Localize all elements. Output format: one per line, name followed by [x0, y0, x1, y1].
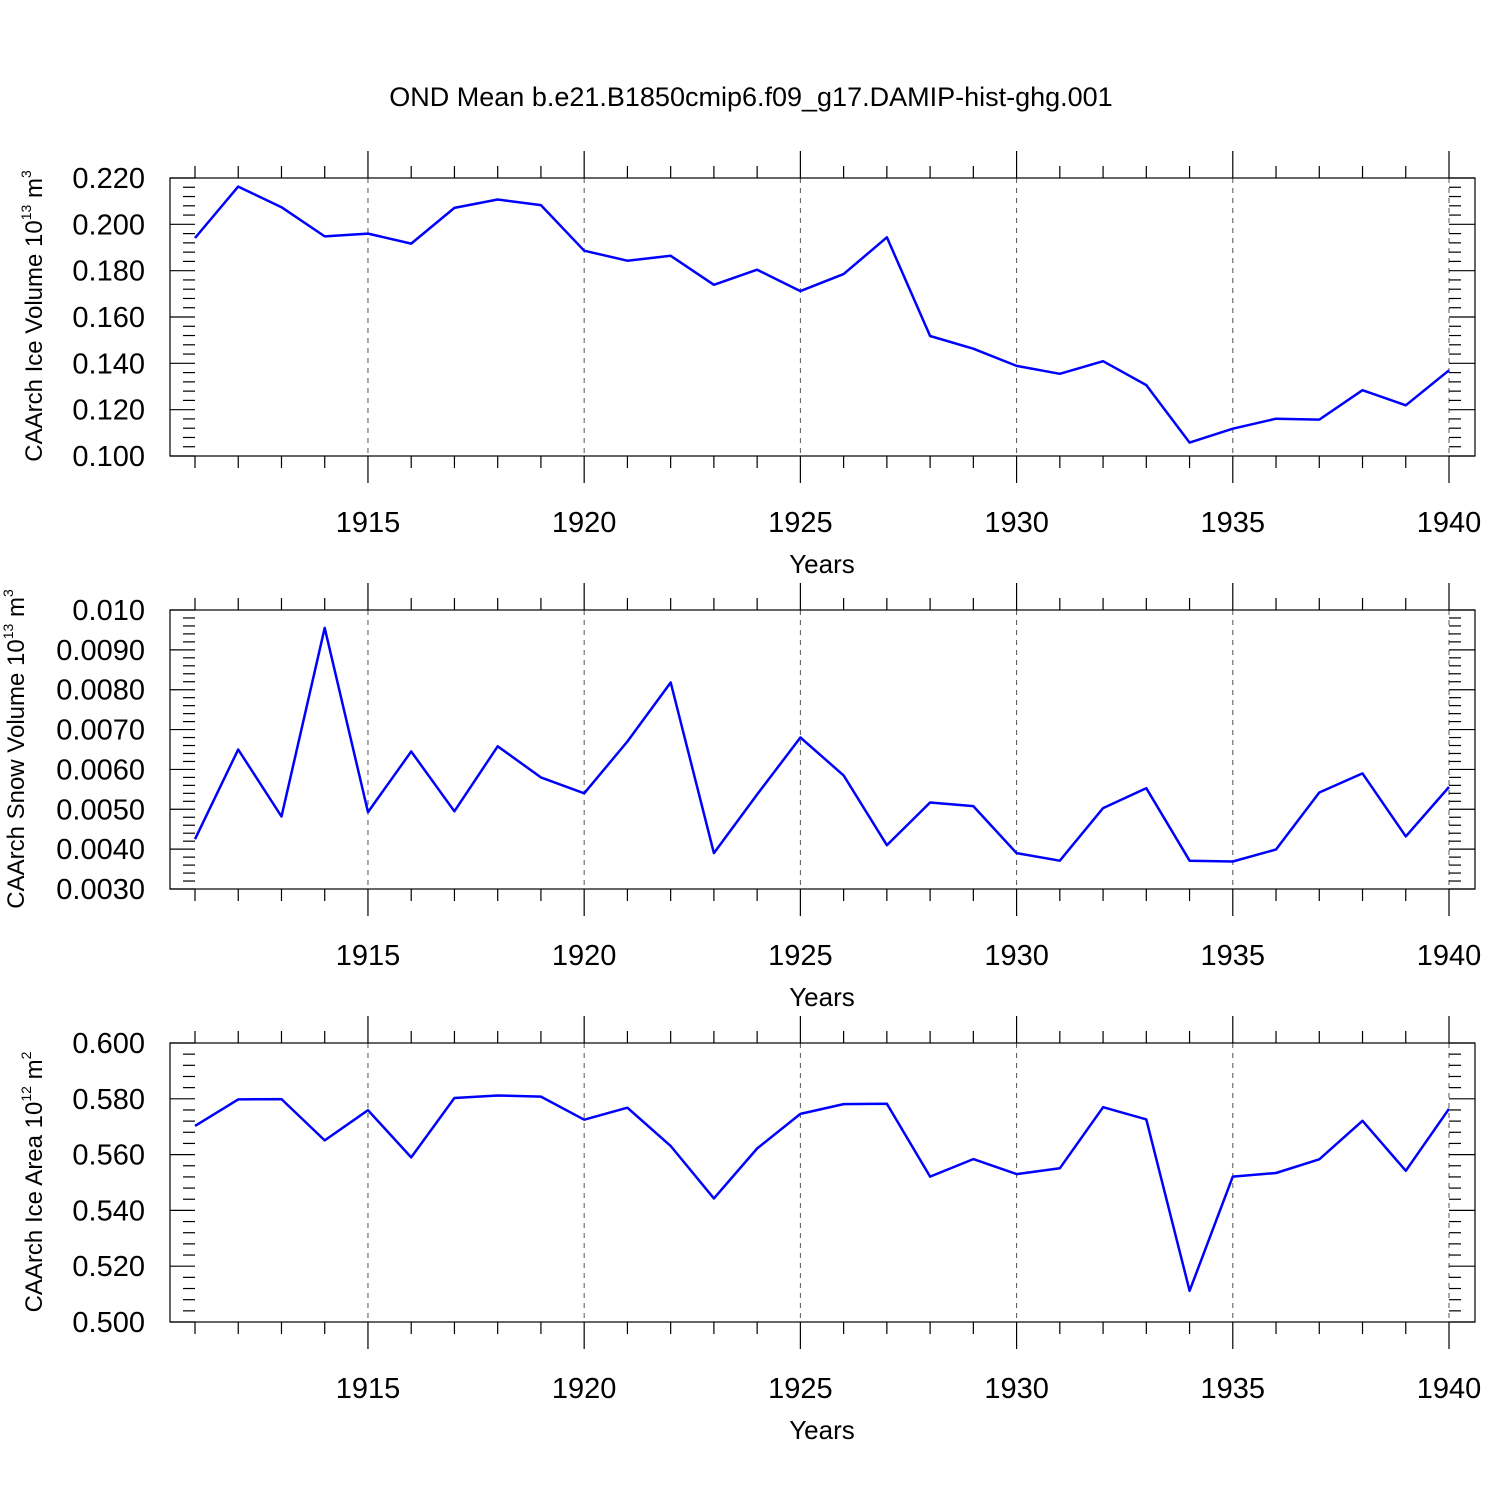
x-tick-label: 1940 [1417, 940, 1482, 972]
y-tick-label: 0.580 [72, 1084, 145, 1116]
y-axis-title-unit: m [3, 597, 30, 624]
x-tick-label: 1935 [1201, 940, 1266, 972]
x-axis-title: Years [789, 1415, 855, 1445]
x-tick-label: 1920 [552, 507, 617, 539]
y-axis-title-base: CAArch Ice Area 10 [21, 1102, 48, 1313]
y-axis-title-unit-exponent: 2 [18, 1051, 34, 1059]
x-axis-title: Years [789, 549, 855, 579]
x-tick-label: 1920 [552, 940, 617, 972]
series-line [194, 1094, 1451, 1293]
y-axis-title-unit: m [21, 1059, 48, 1086]
y-tick-label: 0.120 [72, 395, 145, 427]
x-tick-label: 1925 [768, 940, 833, 972]
y-tick-label: 0.520 [72, 1251, 145, 1283]
x-tick-label: 1925 [768, 1373, 833, 1405]
y-axis-title-exponent: 12 [18, 1086, 34, 1102]
y-tick-label: 0.0040 [56, 834, 145, 866]
series-line [193, 626, 1450, 863]
y-axis-title: CAArch Snow Volume 1013 m3 [0, 589, 30, 909]
x-tick-label: 1930 [984, 507, 1049, 539]
y-tick-label: 0.500 [72, 1307, 145, 1339]
y-axis-title-base: CAArch Ice Volume 10 [21, 220, 48, 461]
y-tick-label: 0.220 [72, 163, 145, 195]
y-tick-label: 0.100 [72, 441, 145, 473]
x-axis-title: Years [789, 982, 855, 1012]
y-axis-title-exponent: 13 [0, 623, 16, 639]
y-tick-label: 0.560 [72, 1140, 145, 1172]
x-tick-label: 1920 [552, 1373, 617, 1405]
y-tick-label: 0.540 [72, 1195, 145, 1227]
y-axis-title-unit-exponent: 3 [18, 170, 34, 178]
x-tick-label: 1940 [1417, 507, 1482, 539]
y-tick-label: 0.200 [72, 209, 145, 241]
x-tick-label: 1935 [1201, 507, 1266, 539]
y-tick-label: 0.0050 [56, 794, 145, 826]
y-axis-title-base: CAArch Snow Volume 10 [3, 639, 30, 908]
y-tick-label: 0.600 [72, 1028, 145, 1060]
y-tick-label: 0.140 [72, 348, 145, 380]
x-tick-label: 1925 [768, 507, 833, 539]
y-axis-title-exponent: 13 [18, 205, 34, 221]
x-tick-label: 1915 [336, 507, 401, 539]
panel-ice-area: CAArch Ice Area 1012 m2 Years 0.500 0.520… [18, 1016, 1481, 1445]
y-axis-title-unit-exponent: 3 [0, 589, 16, 597]
y-tick-label: 0.0080 [56, 675, 145, 707]
y-tick-label: 0.010 [72, 595, 145, 627]
y-tick-label: 0.0070 [56, 715, 145, 747]
x-tick-label: 1935 [1201, 1373, 1266, 1405]
y-tick-label: 0.0060 [56, 754, 145, 786]
y-axis-title: CAArch Ice Volume 1013 m3 [18, 170, 48, 462]
x-tick-label: 1915 [336, 1373, 401, 1405]
panel-snow-volume: CAArch Snow Volume 1013 m3 Years 0.0030 0… [0, 583, 1481, 1012]
x-tick-label: 1930 [984, 940, 1049, 972]
plot-frame [169, 1042, 1476, 1323]
x-tick-label: 1915 [336, 940, 401, 972]
plot-frame [169, 177, 1476, 457]
y-axis-title: CAArch Ice Area 1012 m2 [18, 1051, 48, 1312]
y-tick-label: 0.0030 [56, 874, 145, 906]
y-tick-label: 0.0090 [56, 635, 145, 667]
y-tick-label: 0.180 [72, 256, 145, 288]
x-tick-label: 1940 [1417, 1373, 1482, 1405]
series-line [194, 185, 1450, 444]
x-tick-label: 1930 [984, 1373, 1049, 1405]
chart-title: OND Mean b.e21.B1850cmip6.f09_g17.DAMIP-… [389, 82, 1112, 112]
y-axis-title-unit: m [21, 178, 48, 205]
y-tick-label: 0.160 [72, 302, 145, 334]
plot-frame [169, 609, 1476, 890]
panel-ice-volume: CAArch Ice Volume 1013 m3 Years 0.100 0.1… [18, 151, 1481, 579]
